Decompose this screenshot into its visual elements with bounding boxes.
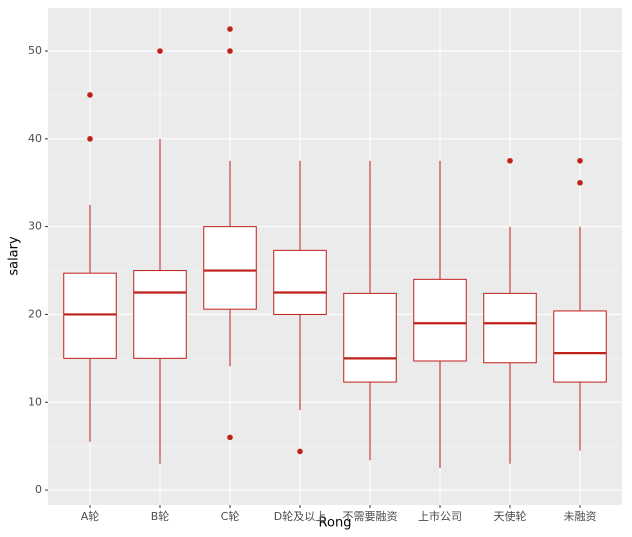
outlier: [87, 136, 93, 142]
marks: [63, 26, 607, 469]
panel: [48, 8, 622, 505]
y-tick-label: 20: [28, 307, 42, 320]
y-axis-title: salary: [7, 236, 22, 276]
outlier: [577, 157, 583, 164]
y-tick-label: 30: [28, 220, 42, 233]
y-tick-label: 0: [35, 483, 42, 496]
x-tick-label: D轮及以上: [274, 509, 326, 523]
x-axis-title: Rong: [319, 516, 352, 531]
box: [413, 278, 467, 362]
outlier: [507, 157, 513, 164]
y-tick-label: 10: [28, 395, 42, 408]
outlier: [87, 92, 93, 98]
outlier: [297, 448, 303, 455]
y-tick-label: 50: [28, 44, 42, 57]
box: [483, 292, 537, 364]
outlier: [227, 26, 233, 32]
x-tick-label: 天使轮: [494, 509, 527, 523]
x-tick-label: 未融资: [564, 510, 597, 523]
x-tick-label: A轮: [81, 509, 100, 523]
box: [133, 270, 187, 359]
x-tick-label: C轮: [221, 509, 240, 523]
box: [273, 249, 327, 315]
outlier: [227, 48, 233, 54]
y-tick-label: 40: [28, 132, 42, 145]
outlier: [577, 179, 583, 186]
box: [63, 272, 117, 359]
outlier: [227, 434, 233, 441]
x-tick-label: 不需要融资: [343, 510, 398, 523]
box: [553, 310, 607, 383]
outlier: [157, 48, 163, 54]
box: [203, 226, 257, 310]
x-tick-label: 上市公司: [418, 509, 462, 523]
x-tick-label: B轮: [151, 509, 170, 523]
box: [343, 292, 397, 383]
